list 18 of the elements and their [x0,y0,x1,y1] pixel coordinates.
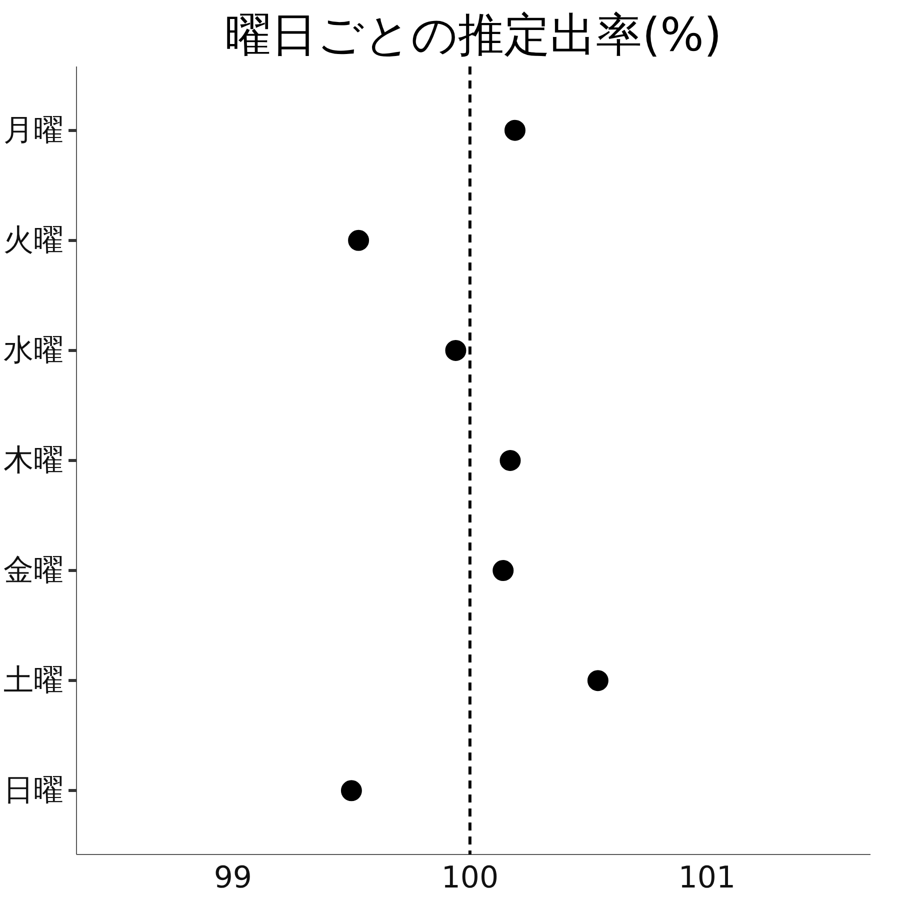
y-tick-label: 土曜 [4,663,64,698]
y-tick-label: 火曜 [4,222,64,258]
y-tick-label: 水曜 [4,332,64,368]
x-tick-label: 101 [678,860,736,896]
x-tick-label: 100 [441,860,499,896]
point [504,120,526,141]
x-tick-label: 99 [214,860,252,896]
y-tick-label: 日曜 [4,773,64,808]
y-tick-label: 金曜 [4,553,64,588]
y-tick-label: 月曜 [4,112,64,148]
y-tick-label: 木曜 [4,443,64,478]
point [492,560,514,582]
point [340,780,362,802]
point [445,340,466,361]
point [500,450,521,471]
point [348,230,370,251]
chart-title: 曜日ごとの推定出率(%) [225,8,722,62]
point [587,670,608,692]
